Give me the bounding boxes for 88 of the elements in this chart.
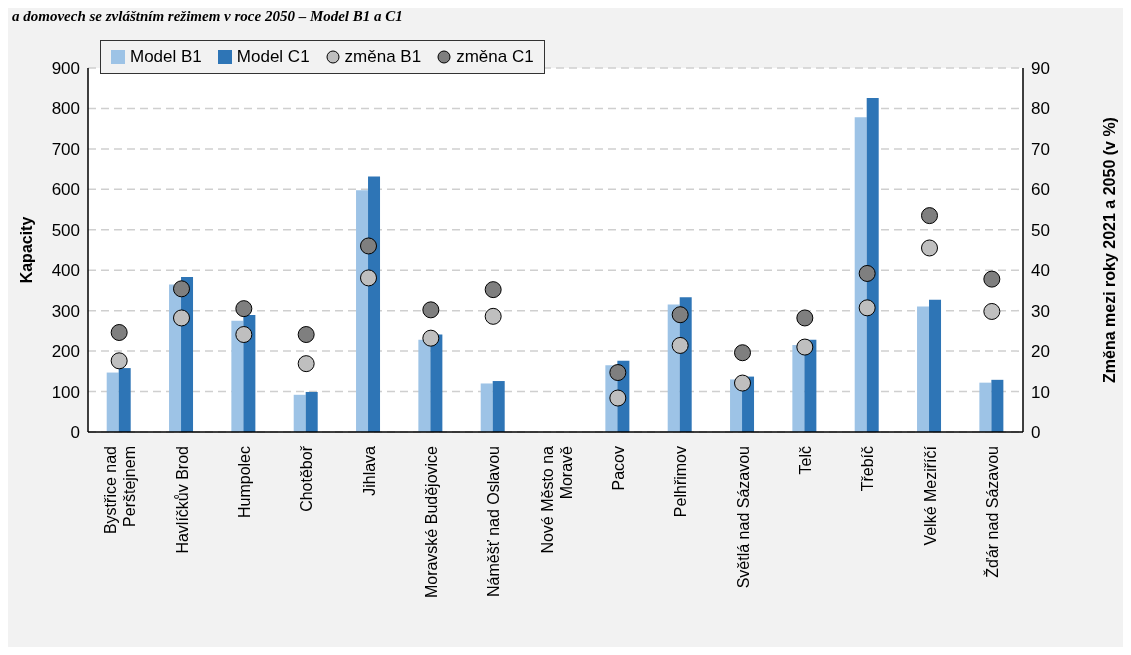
point [921, 207, 938, 225]
x-tick-label: Pelhřimov [672, 446, 690, 518]
bar [492, 381, 505, 432]
bar [418, 339, 431, 432]
y2-tick-label: 20 [1031, 342, 1050, 362]
bar [979, 382, 992, 432]
point [921, 239, 938, 257]
x-tick-label: Jihlava [360, 445, 378, 496]
x-tick-label: Havlíčkův Brod [173, 446, 191, 554]
bar [792, 345, 805, 432]
x-tick-label: Telč [796, 446, 814, 475]
point [110, 352, 128, 370]
y-tick-label: 300 [51, 301, 80, 321]
legend-label: Model C1 [235, 47, 310, 67]
y2-tick-label: 10 [1031, 382, 1050, 402]
y2-tick-label: 60 [1031, 180, 1050, 200]
y-tick-label: 200 [51, 342, 80, 362]
bar [368, 176, 381, 432]
point [173, 280, 190, 298]
x-tick-label: Velké Meziříčí [921, 445, 939, 546]
point [484, 281, 502, 299]
bar [991, 379, 1004, 432]
bar [293, 394, 306, 432]
bar [430, 334, 443, 432]
point [734, 344, 751, 362]
y-tick-label: 600 [51, 180, 80, 200]
bar [305, 391, 318, 432]
bar [866, 97, 879, 432]
y-axis-title: Kapacity [17, 216, 35, 284]
legend-label: změna B1 [343, 47, 422, 67]
point [858, 299, 876, 317]
point [858, 264, 876, 282]
point [796, 338, 814, 356]
y2-tick-label: 30 [1031, 301, 1050, 321]
y2-tick-label: 70 [1031, 139, 1050, 159]
x-tick-label: Třebíč [859, 446, 877, 492]
y-tick-label: 900 [51, 59, 80, 79]
bar [231, 320, 244, 432]
point [671, 336, 689, 354]
y2-tick-label: 50 [1031, 220, 1050, 240]
point [422, 329, 440, 347]
y-tick-label: 100 [51, 382, 80, 402]
point [360, 237, 377, 255]
point [235, 326, 253, 344]
y2-axis-title: Změna mezi roky 2021 a 2050 (v %) [1100, 117, 1118, 383]
y2-tick-label: 80 [1031, 99, 1050, 119]
x-tick-label: Světlá nad Sázavou [734, 446, 752, 589]
x-tick-label: Moravské Budějovice [422, 445, 440, 599]
point [297, 326, 315, 344]
chart-title: a domovech se zvláštním režimem v roce 2050 – Model B1 a C1 [11, 8, 404, 26]
point [983, 270, 1001, 288]
bar [118, 368, 131, 432]
y-tick-label: 500 [51, 220, 80, 240]
point [484, 307, 502, 325]
x-tick-label: Náměšť nad Oslavou [485, 446, 503, 597]
legend-label: Model B1 [129, 47, 202, 67]
y2-tick-label: 90 [1031, 59, 1050, 79]
point [297, 355, 315, 373]
bar [917, 306, 930, 432]
point [235, 300, 253, 318]
point [671, 306, 689, 324]
point [609, 364, 627, 382]
y-tick-label: 0 [70, 423, 80, 443]
point [796, 309, 814, 327]
bar [854, 117, 867, 432]
point [734, 374, 751, 392]
x-tick-label: Humpolec [235, 446, 253, 519]
point [983, 302, 1001, 320]
point [422, 301, 440, 319]
point [609, 389, 627, 407]
legend-label: změna C1 [455, 47, 534, 67]
x-tick-label: Bystřice nad Perštejnem [102, 446, 139, 535]
x-tick-label: Nové Město na Moravě [538, 445, 575, 554]
point [110, 324, 128, 342]
x-tick-label: Pacov [609, 446, 627, 491]
y2-tick-label: 0 [1031, 423, 1041, 443]
y-tick-label: 700 [51, 139, 80, 159]
y-tick-label: 800 [51, 99, 80, 119]
bar [106, 372, 119, 432]
x-tick-label: Chotěboř [298, 445, 316, 512]
bar [480, 383, 493, 432]
point [173, 309, 190, 327]
x-tick-label: Žďár nad Sázavou [982, 446, 1001, 578]
bar [929, 299, 942, 432]
bar [356, 190, 369, 432]
y2-tick-label: 40 [1031, 261, 1050, 281]
point [360, 269, 377, 287]
y-tick-label: 400 [51, 261, 80, 281]
